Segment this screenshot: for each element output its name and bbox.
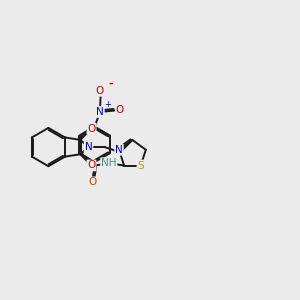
Text: N: N — [85, 142, 92, 152]
Text: S: S — [137, 160, 144, 171]
Text: O: O — [87, 160, 96, 170]
Text: N: N — [96, 107, 104, 117]
Text: N: N — [115, 145, 123, 155]
Text: O: O — [87, 124, 96, 134]
Text: +: + — [104, 100, 111, 109]
Text: O: O — [116, 106, 124, 116]
Text: NH: NH — [101, 158, 117, 168]
Text: -: - — [108, 79, 113, 88]
Text: O: O — [96, 86, 104, 96]
Text: O: O — [88, 177, 96, 187]
